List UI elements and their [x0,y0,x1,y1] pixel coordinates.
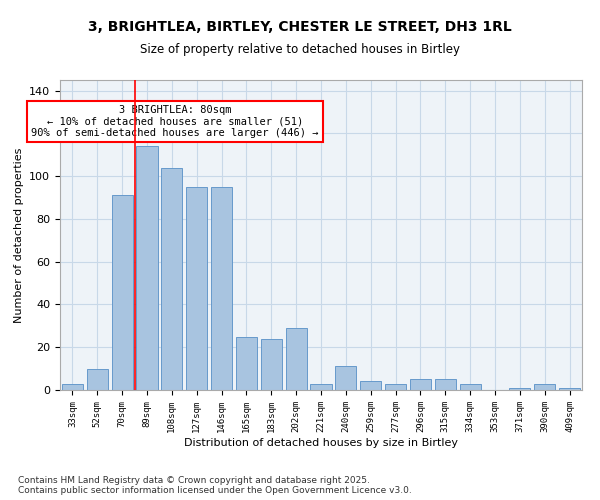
Bar [310,384,332,390]
Bar [62,384,83,390]
Bar [87,368,108,390]
Text: 3, BRIGHTLEA, BIRTLEY, CHESTER LE STREET, DH3 1RL: 3, BRIGHTLEA, BIRTLEY, CHESTER LE STREET… [88,20,512,34]
Bar [509,388,530,390]
Bar [534,384,555,390]
Bar [460,384,481,390]
Bar [360,382,381,390]
Bar [136,146,158,390]
Bar [236,336,257,390]
Bar [112,196,133,390]
Bar [335,366,356,390]
Bar [261,338,282,390]
Y-axis label: Number of detached properties: Number of detached properties [14,148,23,322]
Bar [186,187,207,390]
Bar [410,380,431,390]
Text: 3 BRIGHTLEA: 80sqm
← 10% of detached houses are smaller (51)
90% of semi-detache: 3 BRIGHTLEA: 80sqm ← 10% of detached hou… [31,105,319,138]
Bar [435,380,456,390]
Text: Size of property relative to detached houses in Birtley: Size of property relative to detached ho… [140,42,460,56]
Bar [286,328,307,390]
Bar [559,388,580,390]
X-axis label: Distribution of detached houses by size in Birtley: Distribution of detached houses by size … [184,438,458,448]
Text: Contains HM Land Registry data © Crown copyright and database right 2025.
Contai: Contains HM Land Registry data © Crown c… [18,476,412,495]
Bar [385,384,406,390]
Bar [211,187,232,390]
Bar [161,168,182,390]
